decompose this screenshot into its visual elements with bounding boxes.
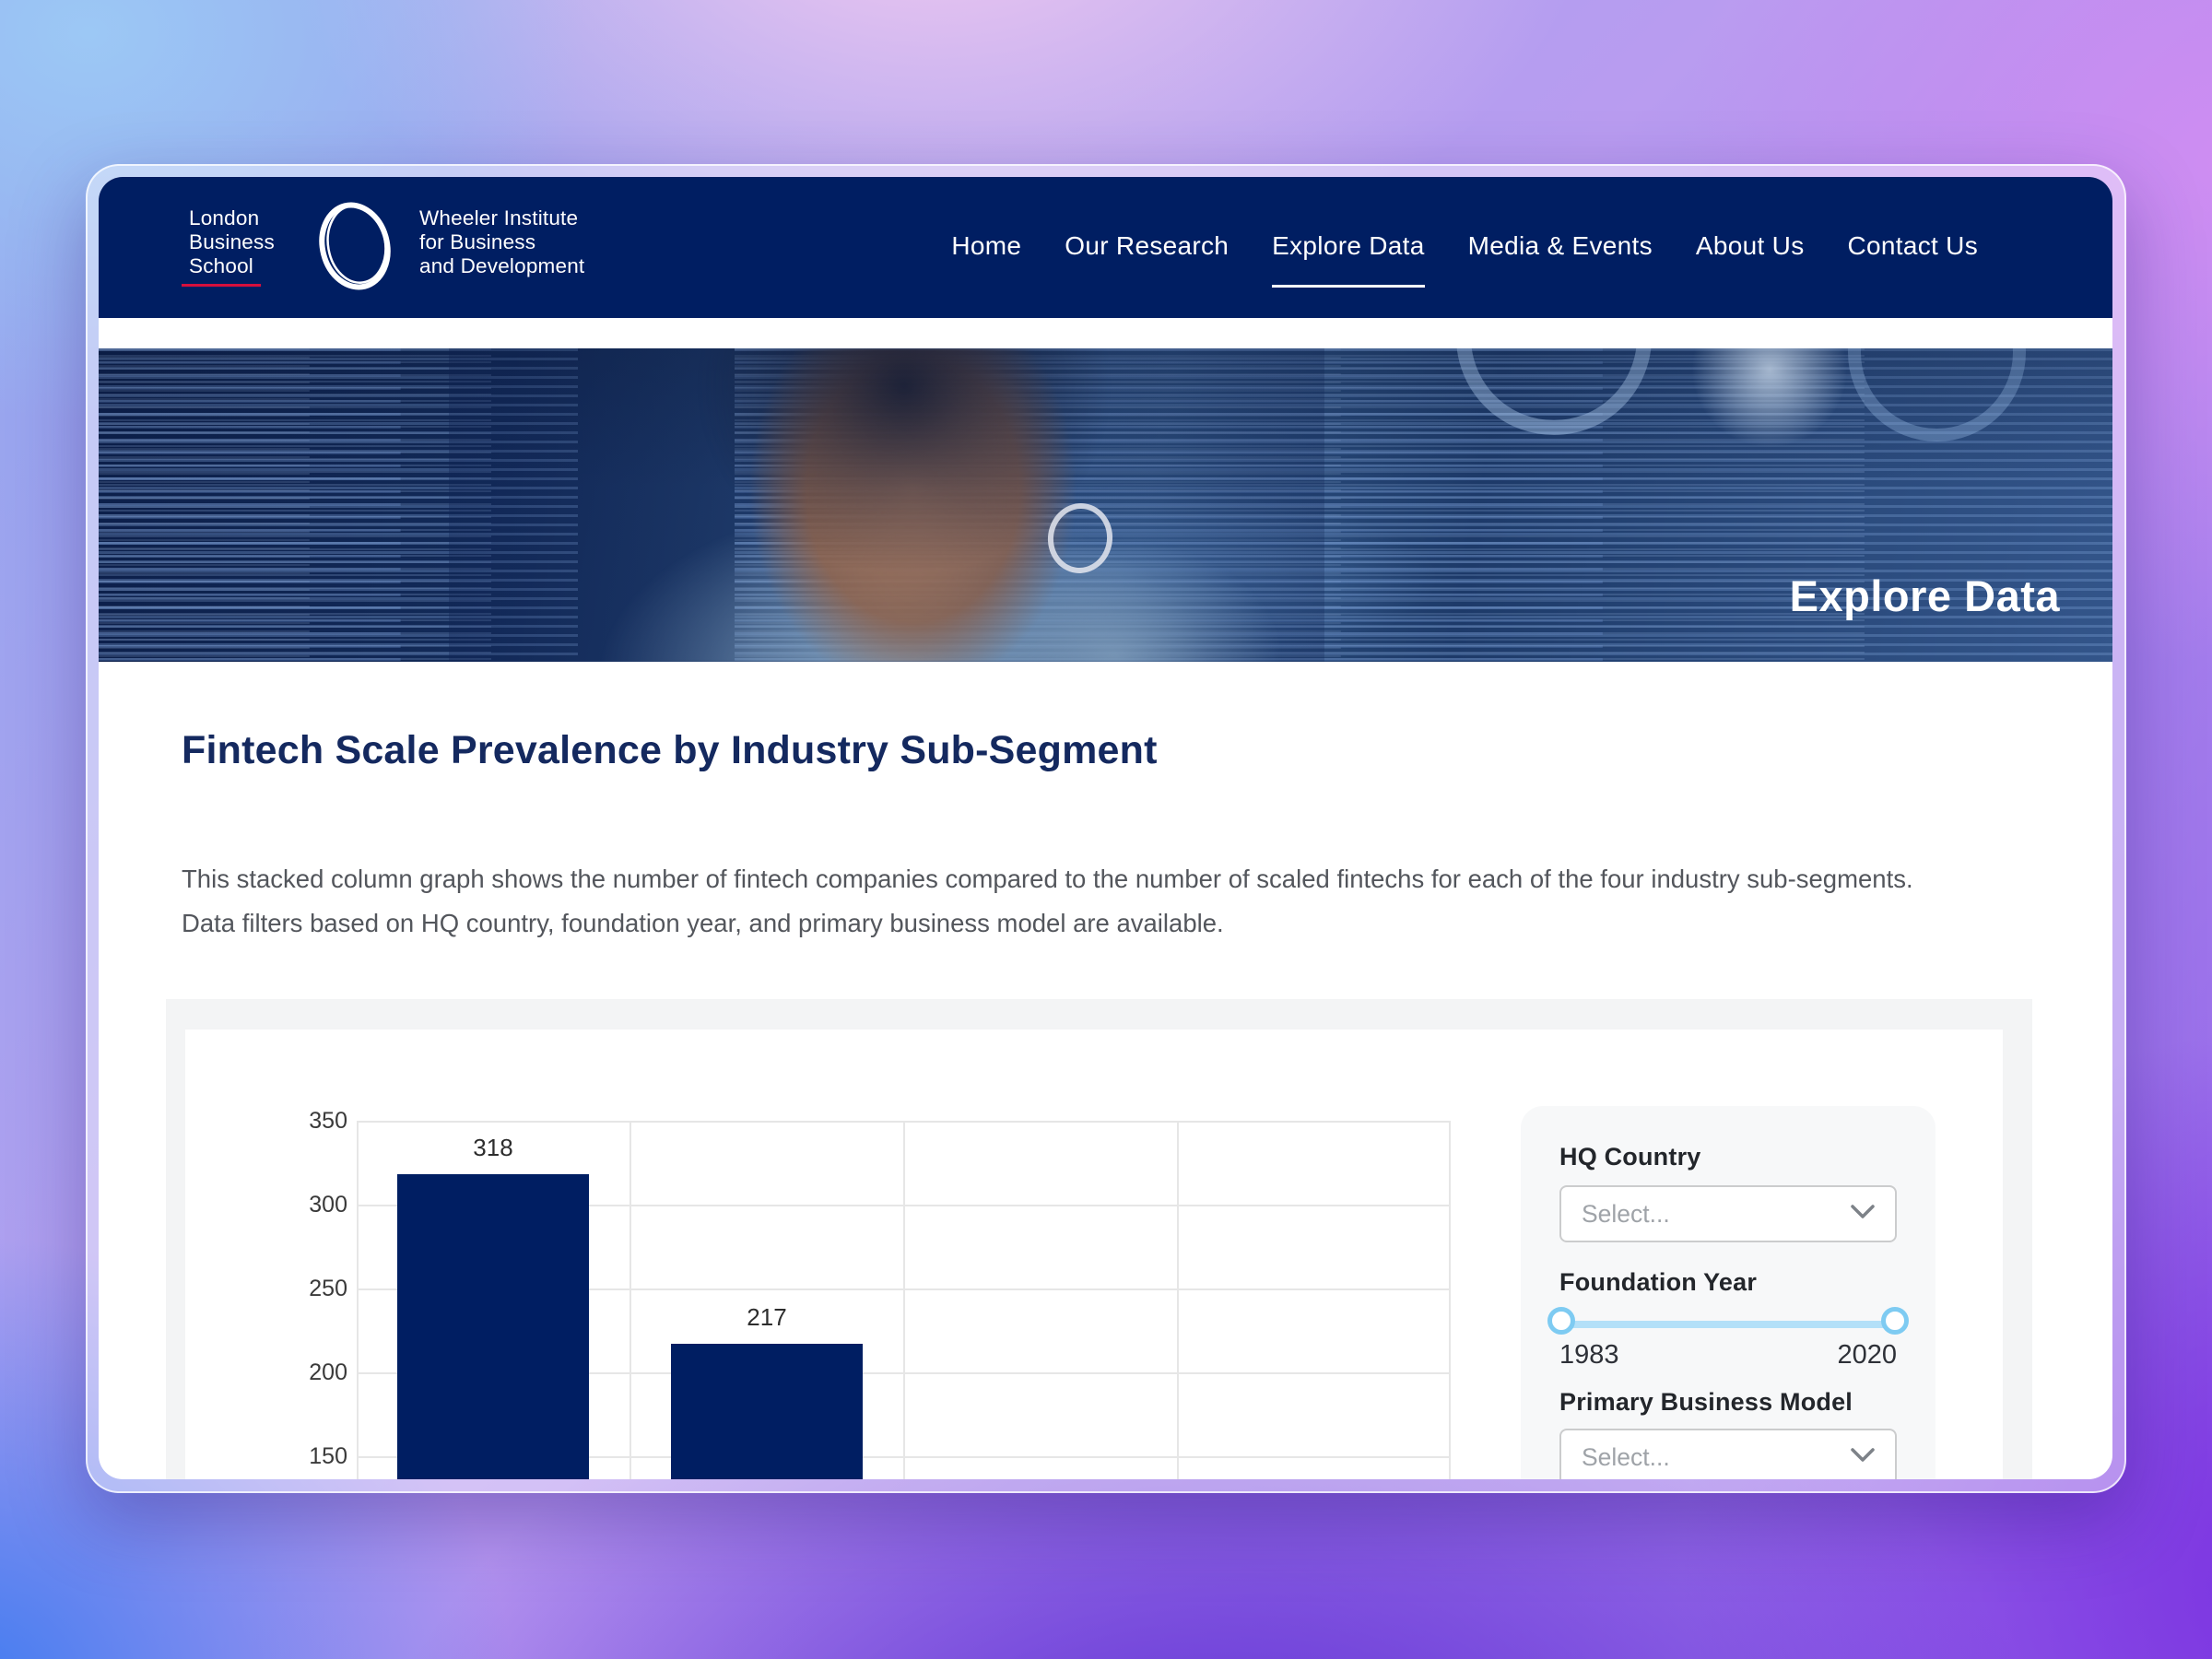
nav-item-about-us[interactable]: About Us [1695, 231, 1805, 260]
hero-photo-woman [449, 348, 1324, 662]
primary-business-model-select[interactable]: Select... [1559, 1429, 1897, 1479]
bar-segment-1 [397, 1174, 589, 1479]
page-title: Fintech Scale Prevalence by Industry Sub… [182, 728, 1158, 772]
primary-business-model-placeholder: Select... [1582, 1442, 1670, 1471]
nav-item-explore-data[interactable]: Explore Data [1272, 207, 1425, 288]
hq-country-label: HQ Country [1559, 1143, 1701, 1171]
chevron-down-icon [1851, 1204, 1875, 1224]
year-max-label: 2020 [1837, 1340, 1897, 1370]
foundation-year-range-labels: 1983 2020 [1559, 1340, 1897, 1371]
slider-handle-min[interactable] [1547, 1307, 1575, 1335]
description-line: This stacked column graph shows the numb… [182, 865, 1913, 893]
lbs-logo-text[interactable]: London Business School [189, 206, 275, 278]
y-tick-150: 150 [309, 1443, 347, 1469]
y-tick-300: 300 [309, 1192, 347, 1218]
nav-item-home[interactable]: Home [951, 231, 1022, 260]
slider-handle-max[interactable] [1881, 1307, 1909, 1335]
institute-line: Wheeler Institute [419, 206, 579, 229]
site-card: London Business School Wheeler Institute… [99, 177, 2112, 1479]
nav-item-our-research[interactable]: Our Research [1065, 231, 1230, 260]
chevron-down-icon [1851, 1447, 1875, 1467]
filters-panel: HQ Country Select... Foundation Year 198… [1521, 1106, 1936, 1479]
y-tick-350: 350 [309, 1108, 347, 1134]
bar-value-label: 217 [747, 1303, 787, 1332]
nav-item-media-events[interactable]: Media & Events [1467, 231, 1653, 260]
nav-item-contact-us[interactable]: Contact Us [1847, 231, 1978, 260]
gridline-v [903, 1121, 905, 1479]
institute-line: for Business [419, 230, 536, 253]
site-header: London Business School Wheeler Institute… [99, 177, 2112, 318]
y-tick-200: 200 [309, 1359, 347, 1385]
main-nav: Home Our Research Explore Data Media & E… [951, 177, 1978, 318]
foundation-year-label: Foundation Year [1559, 1268, 1758, 1296]
foundation-year-slider-track[interactable] [1559, 1321, 1897, 1328]
primary-business-model-label: Primary Business Model [1559, 1388, 1853, 1416]
hero-shade [99, 348, 2112, 662]
gridline-v [629, 1121, 631, 1479]
wheeler-circle-logo-icon[interactable] [311, 197, 399, 295]
bar-value-label: 318 [473, 1134, 513, 1162]
year-min-label: 1983 [1559, 1340, 1619, 1370]
y-tick-250: 250 [309, 1276, 347, 1301]
hero-heading: Explore Data [1789, 571, 2060, 620]
gridline-v [357, 1121, 359, 1479]
institute-line: and Development [419, 254, 585, 277]
wheeler-institute-text[interactable]: Wheeler Institute for Business and Devel… [419, 206, 584, 278]
hero-photo-tint [449, 348, 1324, 662]
hq-country-select[interactable]: Select... [1559, 1185, 1897, 1242]
page-description: This stacked column graph shows the numb… [182, 857, 2039, 946]
chart-plot-area: 318 217 [357, 1121, 1451, 1479]
lbs-logo-line: School [189, 254, 253, 277]
description-line: Data filters based on HQ country, founda… [182, 909, 1224, 937]
hq-country-placeholder: Select... [1582, 1199, 1670, 1228]
gridline-v [1449, 1121, 1451, 1479]
hero-banner [99, 348, 2112, 662]
lbs-logo-line: London [189, 206, 260, 229]
bar-segment-2 [671, 1344, 863, 1479]
lbs-red-underline [182, 284, 261, 287]
gridline-v [1177, 1121, 1179, 1479]
lbs-logo-line: Business [189, 230, 275, 253]
